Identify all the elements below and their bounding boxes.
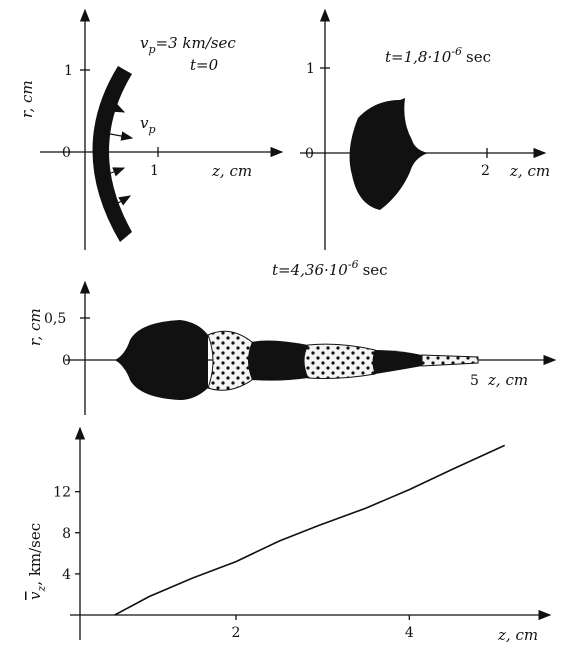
jet-shape — [248, 340, 308, 381]
panel-third: r, cm 0,5 0 5 z, cm t=4,36·10-6 sec — [26, 258, 557, 415]
y-tick-label: 4 — [62, 567, 71, 583]
y-tick-label: 0 — [305, 146, 314, 162]
x-tick-label: 1 — [150, 163, 159, 179]
x-tick-label: 4 — [405, 625, 414, 641]
x-label: z, cm — [211, 162, 252, 180]
time-label: t=1,8·10-6 sec — [385, 45, 491, 66]
y-tick-label: 8 — [62, 526, 71, 542]
shell — [92, 66, 132, 242]
x-label: z, cm — [497, 626, 538, 644]
y-tick-label: 0 — [62, 353, 71, 369]
velocity-chart: vz, km/sec z, cm 4 8 12 2 4 — [26, 426, 552, 644]
time-label: t=4,36·10-6 sec — [272, 258, 388, 279]
panel-second: 1 0 2 z, cm t=1,8·10-6 sec — [300, 8, 550, 250]
data-line — [114, 444, 506, 616]
y-label: r, cm — [26, 308, 44, 346]
jet-dotted — [303, 343, 376, 379]
y-tick-label: 12 — [53, 485, 71, 501]
jet-shape — [349, 98, 428, 210]
x-tick-label: 2 — [232, 625, 241, 641]
jet-dotted — [207, 330, 253, 391]
jet-shape — [372, 350, 422, 374]
panel-initial: r, cm 1 0 1 z, cm vp=3 km/sec t=0 vp — [18, 8, 284, 250]
y-tick-label: 1 — [64, 63, 73, 79]
jet-dotted — [421, 354, 479, 367]
x-tick-label: 5 — [470, 373, 479, 389]
x-label: z, cm — [487, 371, 528, 389]
y-tick-label: 0 — [62, 145, 71, 161]
y-label: vz, km/sec — [26, 523, 48, 600]
y-tick-label: 0,5 — [44, 311, 66, 327]
y-label: r, cm — [18, 80, 36, 118]
x-label: z, cm — [509, 162, 550, 180]
velocity-label: vp=3 km/sec — [140, 34, 236, 56]
x-tick-label: 2 — [481, 163, 490, 179]
arrow-label: vp — [140, 114, 156, 136]
time-label: t=0 — [190, 56, 219, 74]
jet-shape — [115, 320, 208, 400]
velocity-arrows — [93, 101, 134, 211]
y-tick-label: 1 — [306, 61, 315, 77]
